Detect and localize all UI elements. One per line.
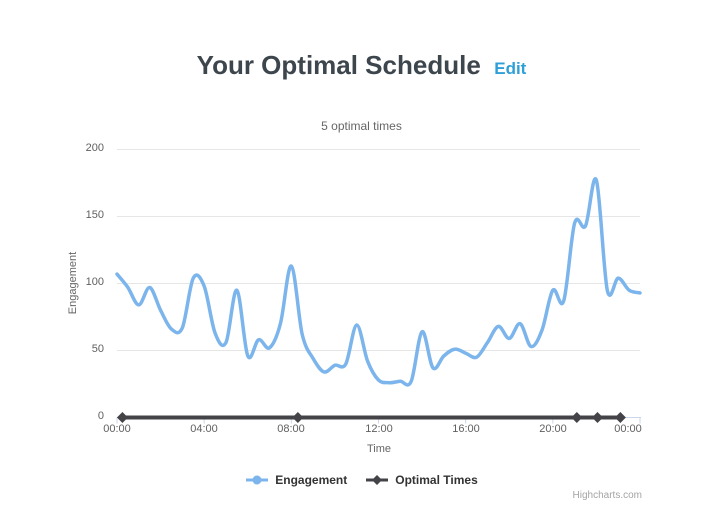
x-axis-tick-label: 04:00 (190, 423, 218, 435)
legend-item-optimal-times[interactable]: Optimal Times (365, 473, 478, 487)
x-axis-title: Time (366, 443, 392, 455)
optimal-time-diamond-marker (116, 412, 128, 423)
legend-label: Engagement (275, 473, 348, 487)
legend-label: Optimal Times (395, 473, 478, 487)
y-axis-tick-label: 200 (85, 142, 104, 154)
y-axis-tick-label: 100 (85, 276, 104, 288)
x-axis-tick-label: 20:00 (539, 423, 567, 435)
chart-legend: Engagement Optimal Times (0, 473, 723, 487)
x-axis-tick-label: 16:00 (452, 423, 480, 435)
page-title: Your Optimal Schedule (196, 50, 481, 80)
x-axis-tick-label: 00:00 (103, 423, 131, 435)
engagement-legend-marker-icon (246, 475, 269, 485)
y-axis-tick-label: 0 (97, 410, 104, 422)
optimal-time-diamond-marker (592, 412, 604, 423)
legend-item-engagement[interactable]: Engagement (245, 473, 347, 487)
x-axis-tick-label: 08:00 (277, 423, 305, 435)
page-header: Your Optimal Schedule Edit (0, 50, 723, 81)
x-axis-tick-label: 12:00 (365, 423, 393, 435)
y-axis-title: Engagement (67, 251, 79, 315)
edit-link[interactable]: Edit (494, 59, 527, 78)
optimal-time-diamond-marker (571, 412, 583, 423)
x-axis-tick-label: 00:00 (614, 423, 642, 435)
highcharts-credits-link[interactable]: Highcharts.com (572, 490, 642, 501)
optimal-times-legend-marker-icon (366, 475, 389, 485)
optimal-time-diamond-marker (292, 412, 304, 423)
chart-subtitle: 5 optimal times (321, 119, 402, 133)
optimal-time-diamond-marker (614, 412, 626, 423)
y-axis-tick-label: 150 (85, 209, 104, 221)
engagement-series-line (115, 177, 642, 387)
y-axis-tick-label: 50 (91, 343, 104, 355)
